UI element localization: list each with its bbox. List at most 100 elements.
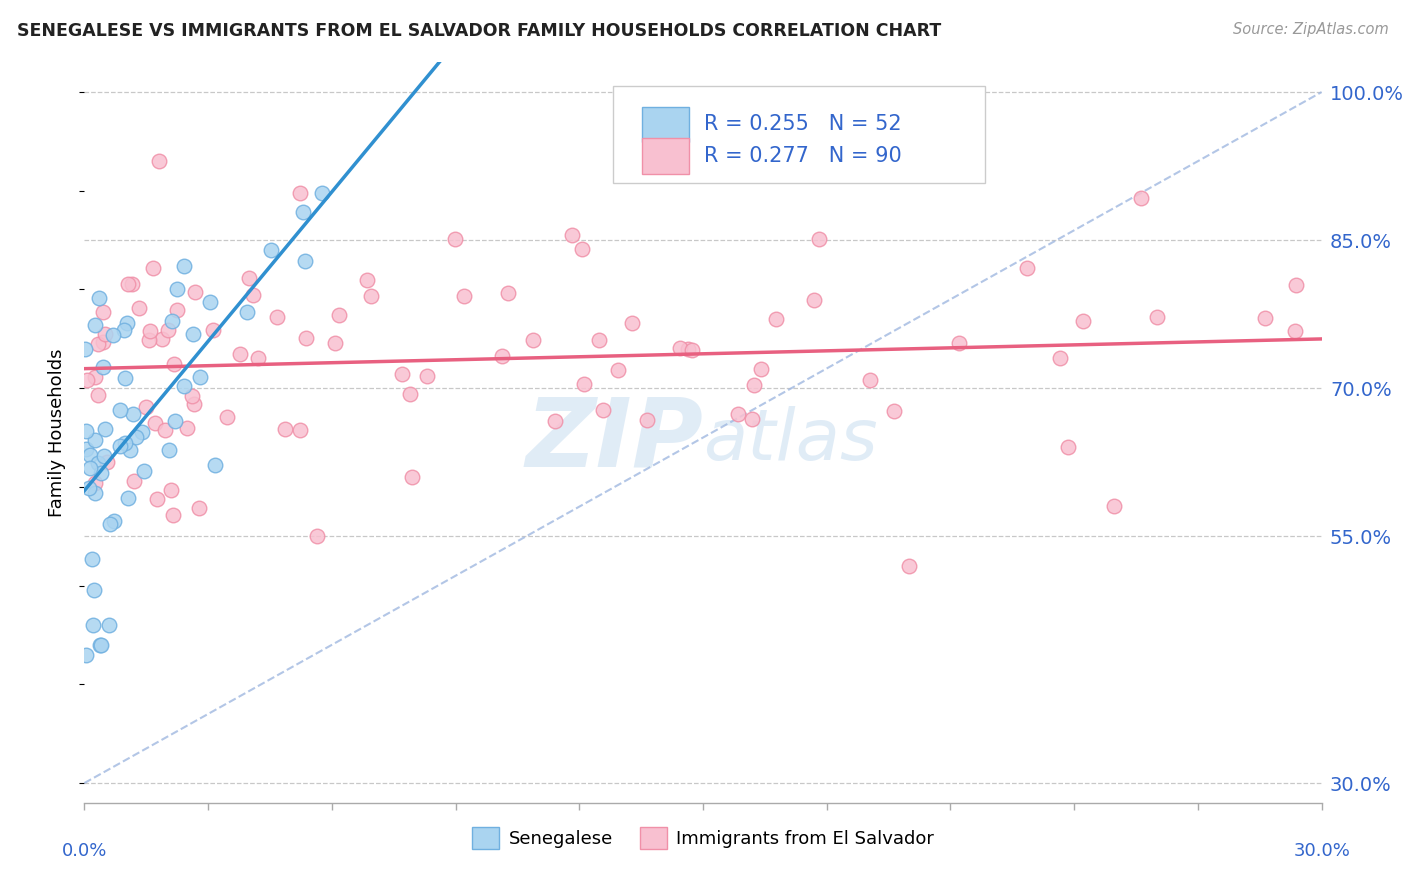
Point [75, 648, 97, 662]
Point [1129, 191, 1152, 205]
Text: 30.0%: 30.0% [1294, 842, 1350, 860]
Point [741, 412, 763, 426]
Point [84, 475, 107, 490]
Point [898, 558, 921, 573]
Point [87, 456, 110, 470]
Text: R = 0.277   N = 90: R = 0.277 N = 90 [704, 146, 903, 166]
Point [93, 449, 115, 463]
Point [202, 323, 225, 337]
Point [236, 305, 259, 319]
Point [73, 343, 96, 357]
Point [100, 516, 122, 531]
Point [90, 466, 112, 480]
Point [288, 423, 311, 437]
Point [176, 421, 198, 435]
Point [266, 310, 288, 324]
Point [183, 285, 205, 299]
Bar [643, 138, 689, 174]
Point [84, 485, 107, 500]
Point [444, 232, 467, 246]
Point [112, 322, 135, 336]
Point [294, 254, 316, 268]
Point [620, 316, 643, 330]
Point [215, 409, 238, 424]
Point [859, 373, 882, 387]
Point [159, 483, 181, 498]
FancyBboxPatch shape [613, 87, 986, 183]
Point [669, 342, 692, 356]
Text: 0.0%: 0.0% [62, 842, 107, 860]
Point [1015, 261, 1038, 276]
Point [93, 422, 115, 436]
Point [399, 387, 422, 401]
Point [117, 491, 139, 506]
Point [246, 351, 269, 365]
Point [160, 314, 183, 328]
Point [188, 500, 211, 515]
Point [82, 551, 104, 566]
Point [145, 492, 167, 507]
Point [83, 433, 105, 447]
Point [162, 508, 184, 522]
Text: atlas: atlas [703, 406, 877, 475]
Point [391, 368, 413, 382]
Point [274, 422, 297, 436]
Point [522, 333, 544, 347]
Point [131, 425, 153, 440]
Point [803, 293, 825, 308]
Point [1049, 351, 1071, 365]
Point [148, 154, 170, 169]
Point [83, 318, 105, 333]
Point [305, 529, 328, 543]
Point [165, 414, 187, 428]
Point [323, 336, 346, 351]
Point [883, 404, 905, 418]
Point [572, 376, 595, 391]
Point [561, 228, 583, 243]
Point [110, 402, 132, 417]
Point [1146, 310, 1168, 325]
Point [166, 282, 188, 296]
Text: ZIP: ZIP [524, 393, 703, 486]
Point [360, 289, 382, 303]
Point [75, 442, 97, 457]
Point [142, 260, 165, 275]
Point [166, 302, 188, 317]
Point [198, 295, 221, 310]
Point [114, 435, 136, 450]
Point [84, 370, 107, 384]
Point [118, 443, 141, 458]
Point [163, 357, 186, 371]
Point [135, 401, 157, 415]
Point [744, 378, 766, 392]
Point [1057, 441, 1080, 455]
Point [1284, 324, 1306, 338]
Point [1254, 311, 1277, 326]
Point [808, 232, 831, 246]
Point [681, 343, 703, 358]
Point [87, 336, 110, 351]
Point [117, 277, 139, 291]
Legend: Senegalese, Immigrants from El Salvador: Senegalese, Immigrants from El Salvador [465, 821, 941, 856]
Point [128, 301, 150, 315]
Point [150, 333, 173, 347]
Point [91, 305, 114, 319]
Point [139, 324, 162, 338]
Text: Source: ZipAtlas.com: Source: ZipAtlas.com [1233, 22, 1389, 37]
Point [401, 470, 423, 484]
Point [291, 204, 314, 219]
Point [98, 618, 121, 632]
Point [83, 582, 105, 597]
Point [311, 186, 333, 200]
Point [94, 327, 117, 342]
Text: SENEGALESE VS IMMIGRANTS FROM EL SALVADOR FAMILY HOUSEHOLDS CORRELATION CHART: SENEGALESE VS IMMIGRANTS FROM EL SALVADO… [17, 22, 941, 40]
Point [1071, 314, 1094, 328]
Point [496, 286, 519, 301]
Text: R = 0.255   N = 52: R = 0.255 N = 52 [704, 114, 901, 135]
Point [173, 378, 195, 392]
Point [143, 416, 166, 430]
Point [295, 331, 318, 345]
Point [636, 413, 658, 427]
Point [453, 288, 475, 302]
Point [124, 474, 146, 488]
